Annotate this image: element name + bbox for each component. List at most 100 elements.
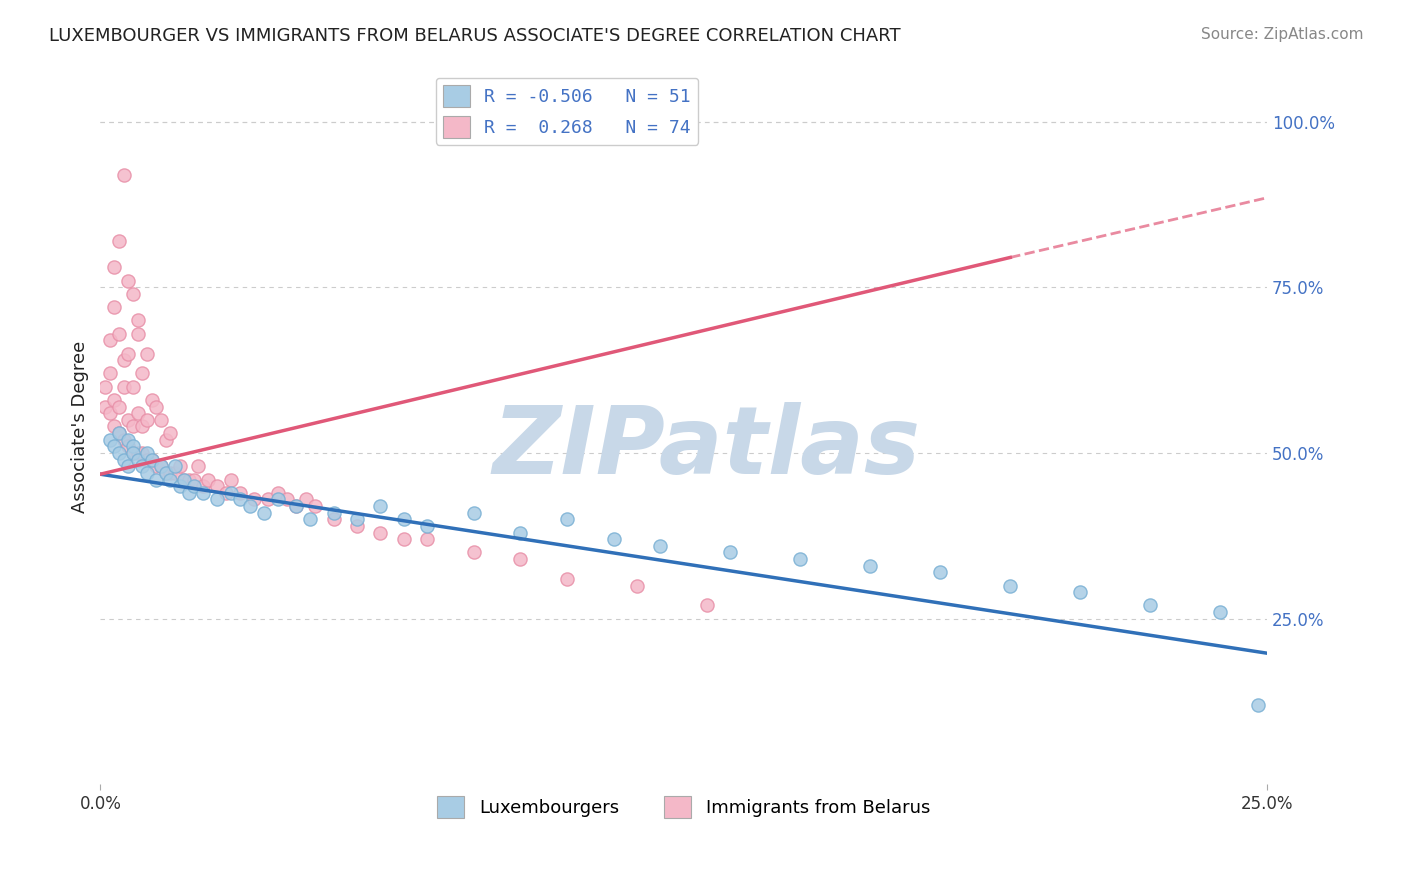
- Point: [127, 406, 149, 420]
- Point: [191, 479, 214, 493]
- Point: [215, 485, 238, 500]
- Point: [555, 512, 578, 526]
- Point: [103, 300, 125, 314]
- Point: [145, 459, 167, 474]
- Point: [285, 499, 308, 513]
- Point: [177, 473, 200, 487]
- Point: [103, 439, 125, 453]
- Point: [789, 552, 811, 566]
- Point: [859, 558, 882, 573]
- Point: [163, 466, 186, 480]
- Point: [163, 459, 186, 474]
- Point: [141, 452, 163, 467]
- Point: [122, 286, 145, 301]
- Point: [219, 473, 242, 487]
- Point: [929, 566, 952, 580]
- Point: [416, 532, 439, 546]
- Point: [322, 512, 344, 526]
- Point: [108, 400, 131, 414]
- Point: [509, 525, 531, 540]
- Text: ZIPatlas: ZIPatlas: [494, 402, 921, 494]
- Point: [1139, 599, 1161, 613]
- Point: [145, 473, 167, 487]
- Point: [1069, 585, 1091, 599]
- Point: [169, 459, 191, 474]
- Point: [177, 485, 200, 500]
- Point: [136, 452, 159, 467]
- Point: [159, 466, 181, 480]
- Point: [131, 419, 153, 434]
- Point: [94, 380, 117, 394]
- Point: [108, 326, 131, 341]
- Point: [103, 419, 125, 434]
- Point: [253, 506, 276, 520]
- Point: [150, 413, 173, 427]
- Point: [346, 519, 368, 533]
- Point: [159, 426, 181, 441]
- Point: [98, 367, 121, 381]
- Point: [197, 473, 219, 487]
- Point: [266, 485, 288, 500]
- Point: [98, 433, 121, 447]
- Point: [136, 466, 159, 480]
- Point: [416, 519, 439, 533]
- Point: [243, 492, 266, 507]
- Point: [266, 492, 288, 507]
- Point: [187, 459, 209, 474]
- Point: [155, 466, 177, 480]
- Point: [239, 499, 262, 513]
- Point: [150, 459, 173, 474]
- Point: [122, 446, 145, 460]
- Point: [155, 466, 177, 480]
- Point: [145, 400, 167, 414]
- Point: [141, 452, 163, 467]
- Point: [169, 479, 191, 493]
- Point: [136, 346, 159, 360]
- Point: [94, 400, 117, 414]
- Point: [1246, 698, 1268, 712]
- Point: [346, 512, 368, 526]
- Point: [1000, 578, 1022, 592]
- Point: [112, 380, 135, 394]
- Point: [205, 492, 228, 507]
- Point: [173, 473, 195, 487]
- Point: [122, 419, 145, 434]
- Point: [108, 426, 131, 441]
- Point: [368, 499, 391, 513]
- Point: [173, 473, 195, 487]
- Point: [191, 485, 214, 500]
- Point: [285, 499, 308, 513]
- Point: [322, 506, 344, 520]
- Point: [509, 552, 531, 566]
- Point: [150, 459, 173, 474]
- Text: Source: ZipAtlas.com: Source: ZipAtlas.com: [1201, 27, 1364, 42]
- Point: [183, 473, 205, 487]
- Point: [122, 446, 145, 460]
- Point: [136, 446, 159, 460]
- Point: [127, 452, 149, 467]
- Point: [294, 492, 316, 507]
- Point: [555, 572, 578, 586]
- Point: [103, 260, 125, 275]
- Point: [696, 599, 718, 613]
- Point: [626, 578, 648, 592]
- Point: [122, 380, 145, 394]
- Point: [650, 539, 672, 553]
- Point: [219, 485, 242, 500]
- Point: [117, 439, 139, 453]
- Point: [131, 367, 153, 381]
- Point: [108, 426, 131, 441]
- Point: [183, 479, 205, 493]
- Point: [463, 506, 485, 520]
- Point: [141, 392, 163, 407]
- Point: [117, 274, 139, 288]
- Point: [1209, 605, 1232, 619]
- Legend: Luxembourgers, Immigrants from Belarus: Luxembourgers, Immigrants from Belarus: [430, 789, 938, 825]
- Point: [392, 512, 415, 526]
- Point: [718, 545, 741, 559]
- Point: [299, 512, 322, 526]
- Point: [117, 413, 139, 427]
- Point: [368, 525, 391, 540]
- Point: [602, 532, 624, 546]
- Point: [304, 499, 326, 513]
